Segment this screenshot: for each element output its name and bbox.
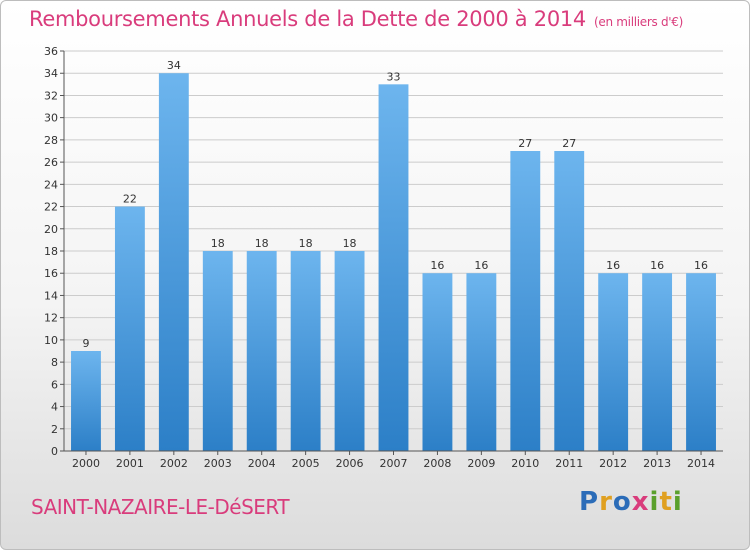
x-tick-label: 2013 — [643, 457, 671, 470]
value-label-2012: 16 — [606, 259, 620, 272]
y-tick-label: 28 — [44, 134, 58, 147]
y-tick-label: 20 — [44, 223, 58, 236]
x-tick-label: 2006 — [336, 457, 364, 470]
x-tick-label: 2003 — [204, 457, 232, 470]
y-tick-label: 30 — [44, 112, 58, 125]
y-tick-label: 10 — [44, 334, 58, 347]
y-tick-label: 0 — [51, 445, 58, 458]
logo-letter: o — [612, 487, 632, 517]
y-tick-label: 32 — [44, 89, 58, 102]
bar-2001 — [114, 206, 145, 451]
y-tick-label: 36 — [44, 45, 58, 58]
title-text: Remboursements Annuels de la Dette de 20… — [29, 7, 586, 31]
bar-2005 — [290, 251, 321, 451]
bar-2004 — [246, 251, 277, 451]
value-labels: 9 22 34 18 18 18 18 33 16 16 27 27 16 16 16 — [82, 59, 708, 350]
value-label-2004: 18 — [255, 237, 269, 250]
value-label-2013: 16 — [650, 259, 664, 272]
logo-letter: i — [672, 487, 683, 517]
logo-letter: t — [659, 487, 673, 517]
bar-2008 — [422, 273, 453, 451]
y-tick-label: 18 — [44, 245, 58, 258]
x-tick-label: 2012 — [599, 457, 627, 470]
logo-letter: x — [631, 487, 650, 517]
value-label-2003: 18 — [211, 237, 225, 250]
x-tick-label: 2004 — [248, 457, 276, 470]
logo-letter: i — [649, 487, 660, 517]
y-tick-label: 6 — [51, 378, 58, 391]
y-tick-label: 22 — [44, 201, 58, 214]
bar-2010 — [510, 151, 541, 451]
x-tick-label: 2014 — [687, 457, 715, 470]
y-tick-label: 16 — [44, 267, 58, 280]
value-label-2009: 16 — [474, 259, 488, 272]
bar-2003 — [202, 251, 233, 451]
bar-2006 — [334, 251, 365, 451]
value-label-2001: 22 — [123, 193, 137, 206]
y-tick-label: 2 — [51, 423, 58, 436]
value-label-2000: 9 — [82, 337, 89, 350]
proxiti-logo: Proxiti — [579, 487, 683, 517]
bar-2000 — [71, 351, 101, 451]
y-tick-label: 26 — [44, 156, 58, 169]
value-label-2002: 34 — [167, 59, 181, 72]
x-tick-label: 2001 — [116, 457, 144, 470]
title-unit: (en milliers d'€) — [594, 15, 684, 29]
value-label-2011: 27 — [562, 137, 576, 150]
y-tick-label: 12 — [44, 312, 58, 325]
logo-letter: r — [599, 487, 613, 517]
x-tick-label: 2011 — [555, 457, 583, 470]
bar-2011 — [554, 151, 585, 451]
y-tick-label: 24 — [44, 178, 58, 191]
x-tick-label: 2005 — [292, 457, 320, 470]
bar-2002 — [158, 73, 189, 451]
chart-title: Remboursements Annuels de la Dette de 20… — [29, 7, 683, 31]
x-tick-label: 2010 — [511, 457, 539, 470]
value-label-2010: 27 — [518, 137, 532, 150]
y-tick-label: 4 — [51, 401, 58, 414]
x-tick-label: 2002 — [160, 457, 188, 470]
y-tick-label: 8 — [51, 356, 58, 369]
x-tick-label: 2008 — [423, 457, 451, 470]
place-name: SAINT-NAZAIRE-LE-DéSERT — [31, 495, 290, 519]
bar-2007 — [378, 84, 409, 451]
bar-2012 — [598, 273, 629, 451]
x-tick-label: 2007 — [380, 457, 408, 470]
value-label-2006: 18 — [343, 237, 357, 250]
bars — [71, 73, 716, 451]
value-label-2007: 33 — [387, 70, 401, 83]
y-tick-label: 34 — [44, 67, 58, 80]
x-tick-label: 2009 — [467, 457, 495, 470]
y-tick-label: 14 — [44, 289, 58, 302]
x-tick-label: 2000 — [72, 457, 100, 470]
logo-letter: P — [579, 487, 600, 517]
value-label-2014: 16 — [694, 259, 708, 272]
bar-2014 — [686, 273, 716, 451]
value-label-2005: 18 — [299, 237, 313, 250]
value-label-2008: 16 — [430, 259, 444, 272]
bar-2009 — [466, 273, 497, 451]
bar-2013 — [642, 273, 673, 451]
